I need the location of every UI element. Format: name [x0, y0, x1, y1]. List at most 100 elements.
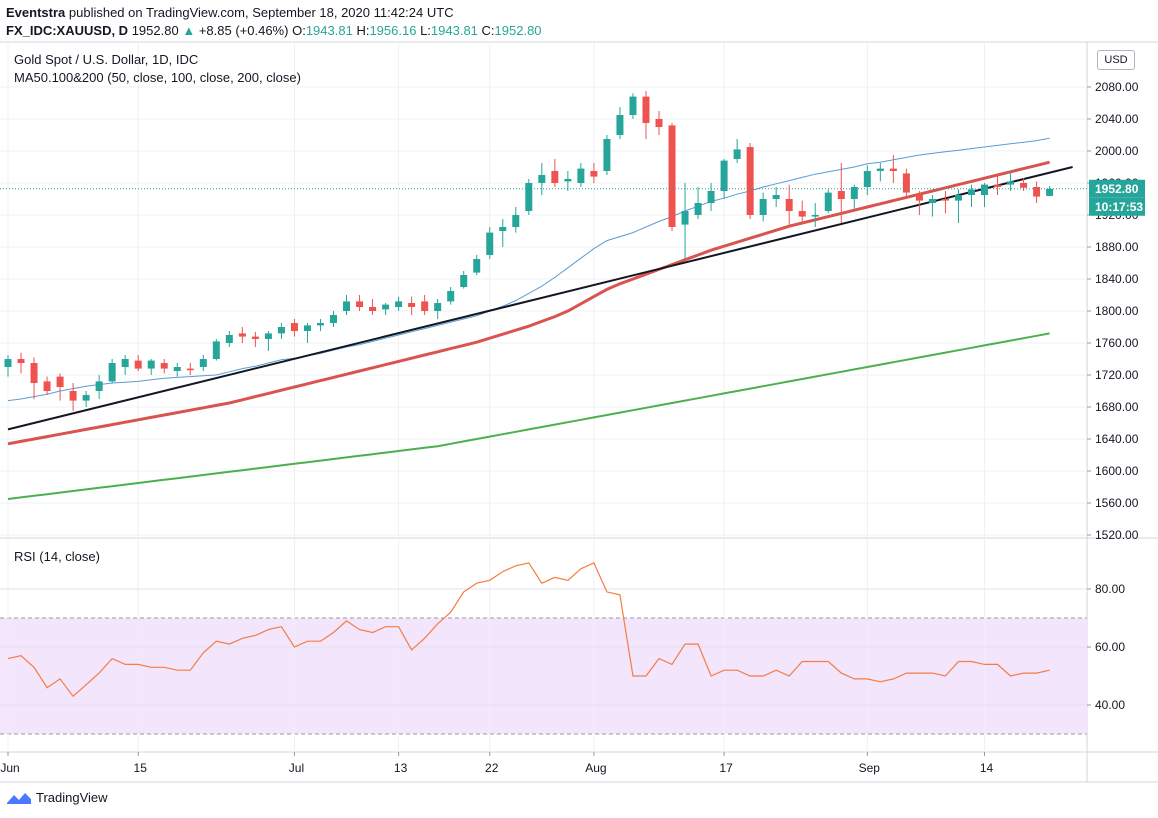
- price-tick-label: 1520.00: [1095, 528, 1139, 542]
- candle-body: [303, 325, 311, 331]
- candle-body: [746, 147, 754, 215]
- candle-body: [577, 168, 585, 183]
- candle-body: [759, 199, 767, 215]
- candle-body: [902, 173, 910, 193]
- candle-body: [707, 191, 715, 203]
- candle-body: [160, 363, 168, 369]
- candle-body: [863, 171, 871, 187]
- candle-body: [277, 327, 285, 334]
- price-change: +8.85 (+0.46%): [198, 23, 289, 38]
- candle-body: [4, 359, 12, 367]
- ma-legend: MA50.100&200 (50, close, 100, close, 200…: [14, 70, 301, 85]
- candle-body: [460, 275, 468, 287]
- candle-body: [147, 360, 155, 369]
- candle-body: [525, 183, 533, 211]
- time-tick-label: 17: [719, 761, 733, 775]
- candle-body: [238, 333, 246, 337]
- candle-body: [733, 149, 741, 159]
- candle-body: [837, 191, 845, 199]
- rsi-tick-label: 60.00: [1095, 640, 1125, 654]
- candle-body: [655, 119, 663, 127]
- currency-button[interactable]: USD: [1097, 50, 1135, 70]
- high-value: 1956.16: [369, 23, 417, 38]
- candle-body: [395, 301, 403, 307]
- candle-body: [590, 171, 598, 177]
- candle-body: [564, 179, 572, 182]
- candle-body: [43, 381, 51, 391]
- candle-body: [538, 175, 546, 183]
- time-tick-label: 14: [980, 761, 994, 775]
- candle-body: [603, 139, 611, 171]
- rsi-tick-label: 40.00: [1095, 698, 1125, 712]
- candle-body: [798, 211, 806, 217]
- last-price: 1952.80: [131, 23, 179, 38]
- candle-body: [251, 336, 259, 339]
- price-tick-label: 1880.00: [1095, 240, 1139, 254]
- candle-body: [356, 301, 364, 307]
- rsi-line: [7, 562, 1050, 698]
- candle-body: [551, 171, 559, 183]
- ohlc-line: FX_IDC:XAUUSD, D 1952.80 ▲ +8.85 (+0.46%…: [6, 22, 542, 40]
- candle-body: [30, 363, 38, 383]
- candle-body: [954, 195, 962, 201]
- time-tick-label: 13: [394, 761, 408, 775]
- candle-body: [316, 323, 324, 326]
- candle-body: [69, 391, 77, 401]
- candle-body: [330, 315, 337, 323]
- candle-body: [82, 395, 90, 401]
- candle-body: [382, 304, 390, 310]
- candle-body: [928, 199, 936, 203]
- candle-body: [512, 215, 520, 227]
- candle-body: [56, 376, 64, 387]
- price-tick-label: 1720.00: [1095, 368, 1139, 382]
- change-up-icon: ▲: [182, 23, 196, 38]
- ma50-line: [7, 137, 1050, 402]
- footer-brand[interactable]: TradingView: [6, 790, 108, 805]
- price-tick-label: 1760.00: [1095, 336, 1139, 350]
- candle-body: [629, 96, 637, 115]
- candle-body: [408, 303, 416, 307]
- time-tick-label: 22: [485, 761, 499, 775]
- candle-body: [876, 168, 884, 171]
- ma100-line: [7, 160, 1050, 446]
- candle-body: [199, 359, 207, 367]
- candle-body: [1020, 183, 1028, 188]
- open-label: O:: [292, 23, 306, 38]
- candle-body: [668, 125, 676, 227]
- time-tick-label: Aug: [585, 761, 606, 775]
- candle-body: [421, 301, 429, 311]
- publisher-name[interactable]: Eventstra: [6, 5, 66, 20]
- rsi-band: [0, 618, 1087, 734]
- candle-body: [967, 189, 975, 195]
- candle-body: [1007, 181, 1015, 185]
- candle-body: [447, 291, 455, 302]
- candle-body: [889, 168, 897, 171]
- price-tick-label: 1600.00: [1095, 464, 1139, 478]
- price-tick-label: 1640.00: [1095, 432, 1139, 446]
- candle-body: [134, 360, 142, 369]
- candle-body: [290, 323, 298, 331]
- candle-body: [343, 301, 351, 311]
- candle-body: [499, 227, 507, 231]
- tradingview-logo-icon: [7, 792, 31, 804]
- candle-body: [212, 341, 220, 359]
- candle-body: [941, 199, 949, 201]
- candle-body: [720, 160, 728, 191]
- candle-body: [824, 192, 832, 211]
- main-title: Gold Spot / U.S. Dollar, 1D, IDC: [14, 52, 198, 67]
- rsi-tick-label: 80.00: [1095, 582, 1125, 596]
- time-tick-label: Jul: [289, 761, 304, 775]
- symbol-label[interactable]: FX_IDC:XAUUSD, D: [6, 23, 129, 38]
- candle-body: [369, 307, 377, 311]
- low-label: L:: [420, 23, 431, 38]
- publish-line: Eventstra published on TradingView.com, …: [6, 4, 542, 22]
- candle-body: [108, 363, 116, 382]
- footer-brand-label: TradingView: [36, 790, 108, 805]
- candle-body: [173, 367, 181, 371]
- time-tick-label: 15: [134, 761, 148, 775]
- time-tick-label: Jun: [0, 761, 19, 775]
- price-badge: [1089, 179, 1145, 198]
- price-tick-label: 1560.00: [1095, 496, 1139, 510]
- candle-body: [850, 187, 858, 199]
